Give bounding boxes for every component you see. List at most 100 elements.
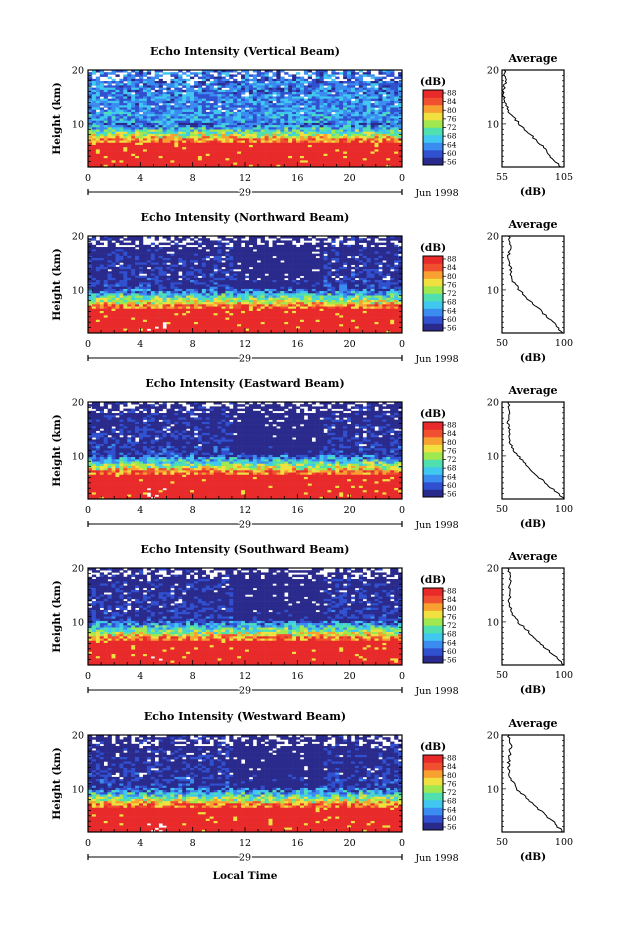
heatmap-cell <box>182 103 187 106</box>
heatmap-cell <box>245 280 250 283</box>
heatmap-cell <box>233 136 238 139</box>
heatmap-cell <box>370 258 375 261</box>
heatmap-cell <box>343 76 348 80</box>
heatmap-cell <box>209 269 214 272</box>
heatmap-cell <box>103 282 108 285</box>
heatmap-cell <box>331 107 336 110</box>
heatmap-cell <box>186 98 191 102</box>
heatmap-cell <box>178 151 183 155</box>
heatmap-cell <box>158 255 163 259</box>
heatmap-cell <box>88 105 93 108</box>
heatmap-cell <box>205 127 210 130</box>
heatmap-cell <box>88 244 93 248</box>
heatmap-cell <box>209 273 214 276</box>
heatmap-cell <box>370 151 375 155</box>
heatmap-cell <box>315 74 320 77</box>
heatmap-cell <box>366 271 371 274</box>
heatmap-cell <box>339 240 344 243</box>
heatmap-cell <box>284 258 289 261</box>
heatmap-cell <box>276 107 281 110</box>
heatmap-cell <box>394 273 399 276</box>
heatmap-cell <box>260 92 265 95</box>
heatmap-cell <box>327 142 332 146</box>
heatmap-cell <box>229 249 234 252</box>
heatmap-cell <box>178 107 183 110</box>
heatmap-cell <box>127 260 132 263</box>
heatmap-cell <box>358 83 364 86</box>
heatmap-cell <box>319 260 324 263</box>
heatmap-cell <box>91 103 97 106</box>
heatmap-cell <box>268 269 273 272</box>
heatmap-cell <box>248 273 254 276</box>
beam-panel-0: Echo Intensity (Vertical Beam)Height (km… <box>51 45 573 200</box>
heatmap-cell <box>245 262 250 265</box>
heatmap-cell <box>394 83 399 86</box>
heatmap-cell <box>390 273 395 276</box>
heatmap-cell <box>154 273 159 276</box>
heatmap-cell <box>150 129 156 133</box>
heatmap-cell <box>260 158 265 161</box>
heatmap-cell <box>111 129 116 133</box>
heatmap-cell <box>272 269 277 272</box>
heatmap-cell <box>398 155 403 159</box>
heatmap-cell <box>296 280 301 283</box>
heatmap-cell <box>268 149 273 152</box>
heatmap-cell <box>256 264 261 268</box>
heatmap-cell <box>131 118 136 121</box>
heatmap-cell <box>127 114 132 117</box>
heatmap-cell <box>225 282 230 285</box>
heatmap-cell <box>284 255 289 259</box>
heatmap-cell <box>264 136 269 139</box>
heatmap-cell <box>370 85 375 88</box>
heatmap-cell <box>331 244 336 248</box>
heatmap-cell <box>88 264 93 268</box>
heatmap-cell <box>256 247 261 250</box>
heatmap-cell <box>272 253 277 257</box>
heatmap-cell <box>237 87 242 91</box>
heatmap-cell <box>347 155 352 159</box>
heatmap-cell <box>213 94 218 97</box>
heatmap-cell <box>166 116 171 119</box>
heatmap-cell <box>123 85 128 88</box>
heatmap-cell <box>303 98 309 102</box>
heatmap-cell <box>284 118 289 121</box>
heatmap-cell <box>382 111 387 115</box>
heatmap-cell <box>91 107 97 110</box>
heatmap-cell <box>284 131 289 135</box>
heatmap-cell <box>233 240 238 243</box>
heatmap-cell <box>119 249 124 252</box>
heatmap-cell <box>209 162 214 166</box>
heatmap-cell <box>182 129 187 133</box>
heatmap-cell <box>264 160 269 163</box>
heatmap-cell <box>288 131 293 135</box>
heatmap-cell <box>245 85 250 88</box>
heatmap-cell <box>217 120 222 124</box>
heatmap-cell <box>107 98 112 102</box>
heatmap-cell <box>146 258 152 261</box>
heatmap-cell <box>135 122 140 126</box>
heatmap-cell <box>111 153 116 157</box>
heatmap-cell <box>91 275 97 279</box>
heatmap-cell <box>111 238 116 241</box>
heatmap-cell <box>115 247 120 250</box>
heatmap-cell <box>260 160 265 163</box>
heatmap-cell <box>284 83 289 86</box>
heatmap-cell <box>292 131 297 135</box>
heatmap-cell <box>284 240 289 243</box>
heatmap-cell <box>158 149 163 152</box>
heatmap-cell <box>323 142 328 146</box>
colorbar-segment <box>423 157 443 166</box>
x-tick-label: 8 <box>190 173 196 184</box>
heatmap-cell <box>264 151 269 155</box>
heatmap-cell <box>390 87 395 91</box>
heatmap-cell <box>174 138 179 141</box>
heatmap-cell <box>299 147 305 150</box>
heatmap-cell <box>378 125 383 128</box>
heatmap-cell <box>193 251 199 254</box>
heatmap-cell <box>378 253 383 257</box>
heatmap-cell <box>123 140 128 144</box>
heatmap-cell <box>123 269 128 272</box>
heatmap-cell <box>135 107 140 110</box>
heatmap-cell <box>366 253 371 257</box>
heatmap-cell <box>209 131 214 135</box>
